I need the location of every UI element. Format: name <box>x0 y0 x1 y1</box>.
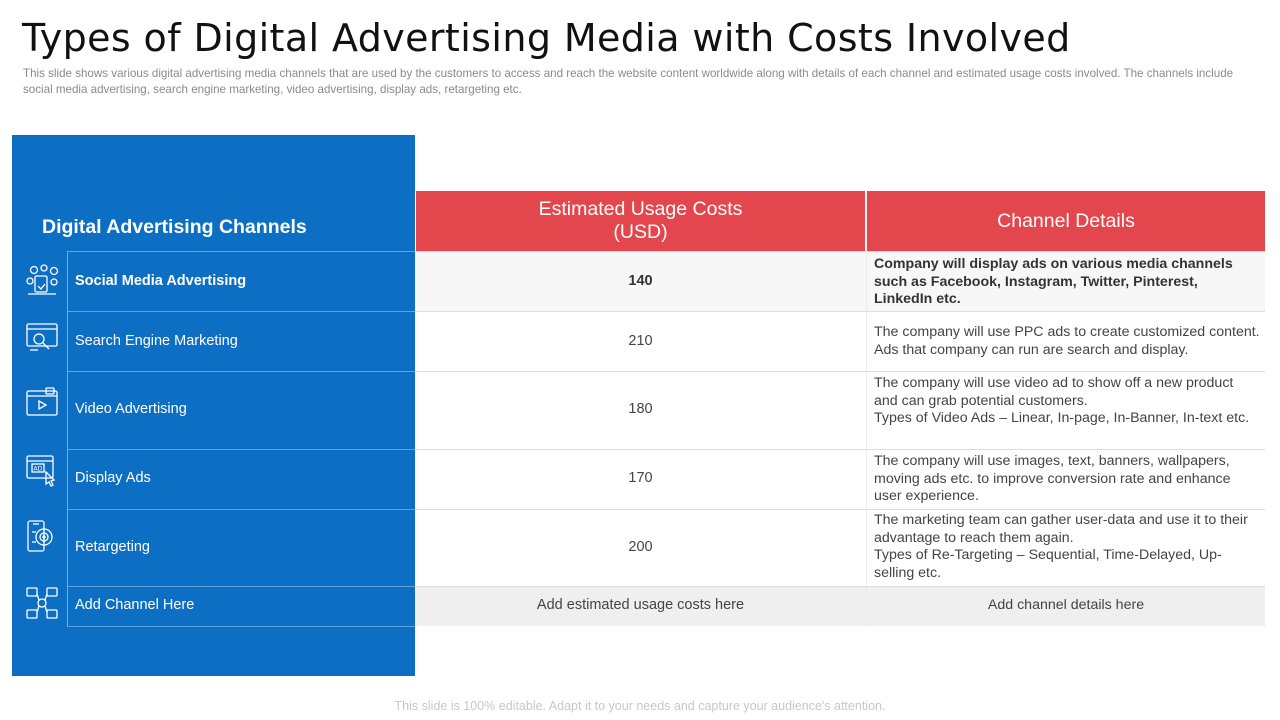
table-row-bg <box>415 449 1265 509</box>
cost-video: 180 <box>628 401 653 417</box>
channel-video: Video Advertising <box>75 401 187 417</box>
table-row-bg <box>415 371 1265 449</box>
channels-header: Digital Advertising Channels <box>42 216 307 238</box>
page-title: Types of Digital Advertising Media with … <box>22 16 1071 60</box>
social-media-icon <box>24 262 60 298</box>
row-divider <box>67 251 415 252</box>
row-divider <box>415 509 1265 510</box>
row-divider <box>67 586 415 587</box>
table-row-bg <box>415 251 1265 311</box>
details-retargeting-line2: Types of Re-Targeting – Sequential, Time… <box>874 547 1222 581</box>
details-search-engine: The company will use PPC ads to create c… <box>874 324 1260 358</box>
footer-note: This slide is 100% editable. Adapt it to… <box>394 699 886 713</box>
details-retargeting: The marketing team can gather user-data … <box>874 512 1260 582</box>
details-video-line1: The company will use video ad to show of… <box>874 375 1234 409</box>
row-divider <box>415 371 1265 372</box>
row-divider <box>67 311 415 312</box>
channel-display-ads: Display Ads <box>75 470 151 486</box>
row-divider <box>415 311 1265 312</box>
display-ad-icon: AD <box>24 452 60 488</box>
row-divider <box>67 371 415 372</box>
channel-search-engine: Search Engine Marketing <box>75 333 238 349</box>
details-header: Channel Details <box>867 191 1265 251</box>
cost-add-new: Add estimated usage costs here <box>536 597 745 613</box>
page-subtitle: This slide shows various digital adverti… <box>23 67 1234 96</box>
table-row-bg <box>415 586 1265 626</box>
details-video-line2: Types of Video Ads – Linear, In-page, In… <box>874 410 1250 427</box>
details-display-ads: The company will use images, text, banne… <box>874 453 1231 505</box>
row-divider <box>67 626 415 627</box>
svg-text:AD: AD <box>34 466 43 473</box>
column-divider <box>866 191 867 627</box>
cost-header: Estimated Usage Costs (USD) <box>416 191 865 251</box>
icon-column-divider <box>67 251 68 627</box>
video-icon <box>24 385 60 421</box>
network-icon <box>24 585 60 621</box>
channel-retargeting: Retargeting <box>75 539 150 555</box>
cost-social-media: 140 <box>628 273 653 289</box>
retargeting-icon <box>24 518 60 554</box>
channel-add-new: Add Channel Here <box>75 597 195 613</box>
channels-panel <box>12 135 415 676</box>
details-video: The company will use video ad to show of… <box>874 375 1260 428</box>
channel-social-media: Social Media Advertising <box>75 273 247 289</box>
cost-header-line1: Estimated Usage Costs <box>538 198 743 220</box>
cost-display-ads: 170 <box>628 470 653 486</box>
row-divider <box>415 251 1265 252</box>
table-row-bg <box>415 509 1265 586</box>
details-retargeting-line1: The marketing team can gather user-data … <box>874 512 1248 546</box>
cost-retargeting: 200 <box>628 539 653 555</box>
cost-header-line2: (USD) <box>613 221 668 243</box>
row-divider <box>67 449 415 450</box>
row-divider <box>415 586 1265 587</box>
details-add-new: Add channel details here <box>987 597 1145 613</box>
table-row-bg <box>415 311 1265 371</box>
row-divider <box>67 509 415 510</box>
details-header-label: Channel Details <box>997 209 1135 232</box>
row-divider <box>415 449 1265 450</box>
cost-search-engine: 210 <box>628 333 653 349</box>
search-engine-icon <box>24 320 60 356</box>
details-social-media: Company will display ads on various medi… <box>874 256 1233 308</box>
